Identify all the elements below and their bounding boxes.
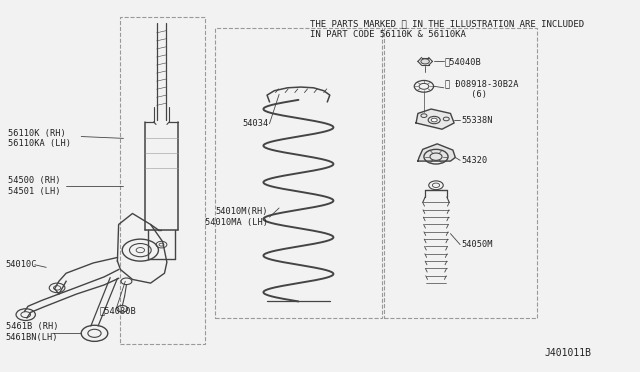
Circle shape	[431, 118, 437, 122]
Text: 54050M: 54050M	[461, 240, 493, 249]
Text: 56110K (RH)
56110KA (LH): 56110K (RH) 56110KA (LH)	[8, 129, 70, 148]
Text: ※54080B: ※54080B	[99, 306, 136, 315]
Text: 54034: 54034	[242, 119, 268, 128]
Text: THE PARTS MARKED ※ IN THE ILLUSTRATION ARE INCLUDED
IN PART CODE 56110K & 56110K: THE PARTS MARKED ※ IN THE ILLUSTRATION A…	[310, 19, 584, 39]
Text: ※ Ð08918-30B2A
     (6): ※ Ð08918-30B2A (6)	[445, 79, 518, 99]
Polygon shape	[418, 144, 455, 161]
Text: 55338N: 55338N	[461, 116, 493, 125]
Text: ※54040B: ※54040B	[445, 57, 482, 66]
Polygon shape	[416, 109, 454, 129]
Text: 54320: 54320	[461, 156, 488, 165]
Bar	[215, 28, 381, 318]
Bar	[384, 28, 537, 318]
Text: 5461B (RH)
5461BN(LH): 5461B (RH) 5461BN(LH)	[6, 322, 58, 341]
Text: 54010C: 54010C	[6, 260, 37, 269]
Text: 54500 (RH)
54501 (LH): 54500 (RH) 54501 (LH)	[8, 176, 60, 196]
Text: J401011B: J401011B	[544, 348, 591, 358]
Circle shape	[421, 59, 429, 64]
Text: 54010M(RH)
54010MA (LH): 54010M(RH) 54010MA (LH)	[205, 208, 268, 227]
Bar	[120, 17, 205, 344]
